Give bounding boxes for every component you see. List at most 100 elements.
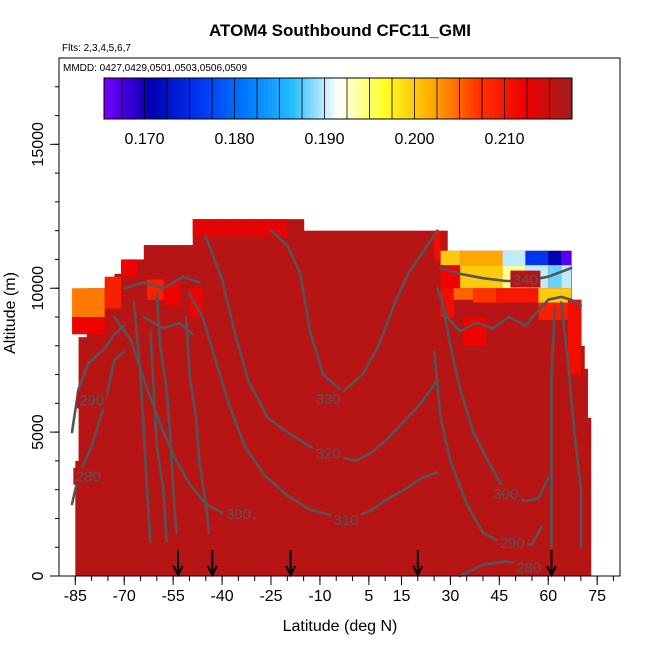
colorbar-segment	[357, 78, 362, 119]
colorbar-segment	[345, 78, 351, 119]
colorbar-segment	[182, 78, 187, 119]
colorbar-segment	[365, 78, 370, 119]
colorbar-segment	[201, 78, 206, 119]
x-axis-label: Latitude (deg N)	[283, 618, 398, 635]
contour-label-bg	[331, 510, 362, 528]
colorbar-segment	[478, 78, 483, 119]
field-column	[222, 219, 239, 576]
colorbar-segment	[392, 78, 397, 119]
colorbar-segment	[228, 78, 234, 119]
field-patch	[163, 282, 180, 306]
colorbar-segment	[146, 78, 152, 119]
colorbar-segment	[533, 78, 538, 119]
colorbar-segment	[150, 78, 156, 119]
colorbar-segment	[275, 78, 280, 119]
field-patch	[548, 250, 562, 266]
plot-area: 280 290 300 310 320 330 340 300 290 280	[70, 219, 592, 578]
colorbar-segment	[497, 78, 503, 119]
contour-label: 280	[76, 469, 101, 486]
field-patch	[567, 299, 581, 375]
colorbar-segment	[564, 78, 569, 119]
colorbar-segment	[291, 78, 296, 119]
colorbar-segment	[447, 78, 452, 119]
contour-line	[406, 229, 439, 276]
colorbar-segment	[299, 78, 304, 119]
contour-line	[122, 275, 201, 290]
contour-line	[436, 286, 537, 333]
colorbar-segment	[494, 78, 499, 119]
colorbar-tick-label: 0.190	[304, 131, 344, 148]
contour-line	[550, 307, 557, 549]
colorbar-tick-label: 0.170	[124, 131, 164, 148]
colorbar-segment	[143, 78, 148, 119]
colorbar-segment	[380, 78, 386, 119]
field-patch	[502, 250, 526, 266]
field-patch	[525, 250, 549, 266]
contour-line	[142, 315, 194, 336]
flight-marker-arrowhead	[285, 565, 296, 578]
x-tick-label: 5	[364, 588, 373, 605]
field-column	[567, 250, 572, 577]
colorbar-segment	[221, 78, 226, 119]
contour-line	[560, 301, 583, 549]
colorbar-segment	[236, 78, 241, 119]
colorbar-segment	[353, 78, 358, 119]
colorbar-segment	[158, 78, 163, 119]
colorbar-segment	[310, 78, 316, 119]
field-column	[417, 230, 435, 576]
colorbar-frame	[103, 77, 573, 120]
field-column	[94, 288, 106, 576]
colorbar-segment	[416, 78, 421, 119]
field-column	[153, 245, 164, 577]
field-column	[173, 245, 184, 577]
colorbar-segment	[462, 78, 468, 119]
colorbar-segment	[314, 78, 319, 119]
colorbar-segment	[287, 78, 292, 119]
colorbar-segment	[568, 78, 573, 119]
colorbar-segment	[521, 78, 526, 119]
flight-marker-arrowhead	[546, 565, 557, 578]
colorbar-segment	[377, 78, 382, 119]
colorbar-segment	[536, 78, 542, 119]
field-patch	[104, 276, 121, 309]
colorbar-segment	[248, 78, 253, 119]
contour-label-bg	[76, 391, 107, 409]
colorbar-segment	[396, 78, 401, 119]
colorbar-segment	[302, 78, 308, 119]
field-patch	[561, 265, 572, 289]
contour-line	[439, 266, 573, 283]
colorbar-segment	[419, 78, 425, 119]
y-axis-label: Altitude (m)	[2, 272, 19, 354]
colorbar-segment	[505, 78, 511, 119]
contour-label-bg	[513, 558, 544, 576]
field-column	[287, 219, 305, 576]
colorbar-segment	[341, 78, 347, 119]
colorbar-segment	[400, 78, 405, 119]
colorbar-segment	[486, 78, 491, 119]
colorbar-segment	[283, 78, 288, 119]
contour-label-bg	[510, 270, 541, 288]
field-patch	[440, 265, 461, 289]
colorbar-segment	[189, 78, 195, 119]
colorbar-segment	[240, 78, 245, 119]
colorbar-tick-label: 0.180	[214, 131, 254, 148]
contour-line	[132, 301, 152, 543]
contour-label-bg	[73, 467, 104, 485]
contour-line	[184, 315, 211, 535]
x-tick-label: -10	[308, 588, 331, 605]
contour-label: 310	[334, 512, 359, 529]
chart-title: ATOM4 Southbound CFC11_GMI	[209, 21, 471, 40]
colorbar-segment	[369, 78, 374, 119]
colorbar-segment	[131, 78, 136, 119]
colorbar-segment	[256, 78, 261, 119]
field-column	[368, 230, 386, 576]
contour-label: 300	[493, 486, 518, 503]
colorbar-segment	[334, 78, 339, 119]
colorbar-segment	[197, 78, 202, 119]
field-column	[385, 230, 403, 576]
field-patch	[147, 279, 164, 300]
colorbar-segment	[174, 78, 179, 119]
x-tick-label: -85	[64, 588, 87, 605]
